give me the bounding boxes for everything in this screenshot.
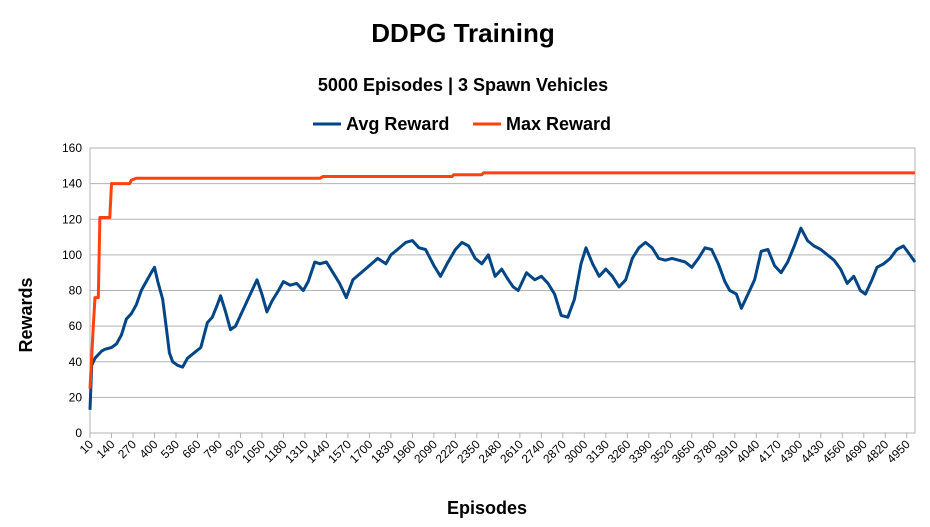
- legend-label: Avg Reward: [346, 114, 449, 134]
- x-axis-label: Episodes: [447, 498, 527, 518]
- series-line: [88, 226, 917, 410]
- y-tick-label: 0: [75, 426, 82, 440]
- y-tick-label: 80: [69, 284, 83, 298]
- plot-border: [89, 147, 916, 434]
- y-tick-label: 40: [69, 355, 83, 369]
- y-axis-label: Rewards: [16, 277, 36, 352]
- y-tick-label: 100: [62, 248, 82, 262]
- chart-subtitle: 5000 Episodes | 3 Spawn Vehicles: [318, 75, 608, 95]
- y-tick-label: 160: [62, 141, 82, 155]
- legend-label: Max Reward: [506, 114, 611, 134]
- y-tick-label: 20: [69, 390, 83, 404]
- chart-title: DDPG Training: [371, 18, 554, 48]
- series-line: [88, 171, 915, 389]
- y-tick-label: 60: [69, 319, 83, 333]
- y-tick-label: 140: [62, 177, 82, 191]
- y-tick-label: 120: [62, 212, 82, 226]
